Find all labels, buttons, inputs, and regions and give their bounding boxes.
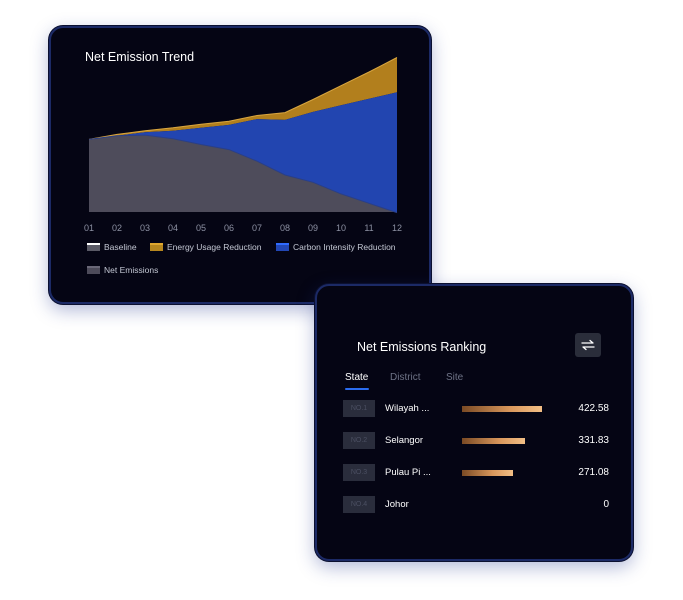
legend-swatch-carbon-intensity-reduction: [276, 243, 289, 251]
legend-item-carbon-intensity-reduction[interactable]: Carbon Intensity Reduction: [276, 242, 396, 252]
x-tick-label: 09: [308, 223, 318, 233]
legend-item-energy-usage-reduction[interactable]: Energy Usage Reduction: [150, 242, 262, 252]
tab-site[interactable]: Site: [446, 372, 464, 383]
ranking-row[interactable]: NO.4 Johor 0: [343, 496, 609, 514]
area-net-emissions: [89, 135, 397, 213]
area-energy-usage-reduction: [89, 57, 397, 140]
legend-label-carbon-intensity-reduction: Carbon Intensity Reduction: [293, 242, 396, 252]
x-tick-label: 04: [168, 223, 178, 233]
rank-name: Wilayah ...: [385, 403, 430, 414]
tab-state[interactable]: State: [345, 372, 369, 390]
net-emissions-ranking-card: Net Emissions Ranking State District Sit…: [315, 284, 633, 561]
ranking-title: Net Emissions Ranking: [357, 340, 487, 354]
legend-label-energy-usage-reduction: Energy Usage Reduction: [167, 242, 262, 252]
x-tick-label: 02: [112, 223, 122, 233]
line-net-emissions: [88, 134, 398, 214]
trend-title: Net Emission Trend: [85, 50, 195, 64]
ranking-row[interactable]: NO.2 Selangor 331.83: [343, 432, 609, 450]
legend-label-baseline: Baseline: [104, 242, 137, 252]
x-tick-label: 08: [280, 223, 290, 233]
swap-button[interactable]: [575, 333, 601, 357]
x-tick-label: 07: [252, 223, 262, 233]
legend-item-net-emissions[interactable]: Net Emissions: [87, 265, 158, 275]
x-tick-label: 11: [364, 223, 373, 233]
tab-district[interactable]: District: [390, 372, 421, 383]
rank-bar: [462, 406, 542, 412]
rank-name: Pulau Pi ...: [385, 467, 431, 478]
rank-badge: NO.1: [343, 400, 375, 417]
tab-state-label: State: [345, 372, 369, 383]
x-tick-label: 01: [84, 223, 94, 233]
legend-item-baseline[interactable]: Baseline: [87, 242, 137, 252]
area-carbon-intensity-reduction: [89, 92, 397, 213]
rank-value: 0: [603, 499, 609, 510]
swap-arrows-icon: [581, 339, 595, 351]
rank-name: Johor: [385, 499, 409, 510]
net-emission-area-chart: 01 02 03 04 05 06 07 08 09 10 11 12: [84, 57, 402, 233]
rank-bar: [462, 470, 514, 476]
x-tick-label: 03: [140, 223, 150, 233]
x-tick-label: 05: [196, 223, 206, 233]
rank-bar: [462, 438, 525, 444]
line-baseline: [88, 57, 398, 140]
net-emission-trend-card: Net Emission Trend 01 02 03 04 05 06 07 08 09 10 1…: [49, 26, 431, 304]
legend-swatch-baseline: [87, 243, 100, 251]
x-tick-label: 06: [224, 223, 234, 233]
rank-value: 331.83: [578, 435, 609, 446]
x-tick-label: 12: [392, 223, 402, 233]
rank-badge: NO.3: [343, 464, 375, 481]
rank-badge: NO.2: [343, 432, 375, 449]
legend-swatch-energy-usage-reduction: [150, 243, 163, 251]
x-tick-label: 10: [336, 223, 346, 233]
legend-label-net-emissions: Net Emissions: [104, 265, 159, 275]
ranking-row[interactable]: NO.1 Wilayah ... 422.58: [343, 400, 609, 418]
rank-value: 271.08: [578, 467, 609, 478]
legend-swatch-net-emissions: [87, 266, 100, 274]
rank-value: 422.58: [578, 403, 609, 414]
active-tab-indicator: [345, 388, 369, 390]
rank-name: Selangor: [385, 435, 424, 446]
ranking-row[interactable]: NO.3 Pulau Pi ... 271.08: [343, 464, 609, 482]
rank-badge: NO.4: [343, 496, 375, 513]
